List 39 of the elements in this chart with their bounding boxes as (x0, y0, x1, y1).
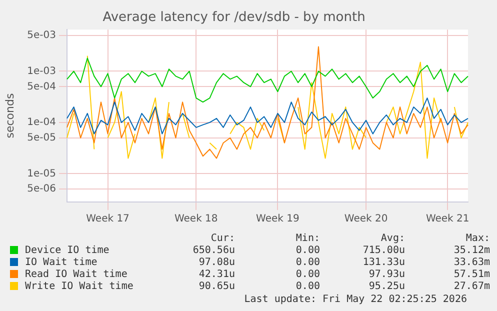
text: 90.65u (198, 281, 235, 293)
x-tick-label: Week 19 (256, 214, 300, 225)
text: Avg: (380, 233, 405, 245)
text: 650.56u (192, 245, 235, 257)
text: 0.00 (294, 281, 320, 293)
y-tick-label: 5e-06 (27, 184, 56, 195)
y-tick-label: 1e-05 (27, 168, 56, 180)
x-tick-label: Week 17 (86, 214, 130, 225)
text: Last update: Fri May 22 02:25:25 2026 (244, 294, 467, 305)
legend-label: Write IO Wait time (24, 281, 134, 293)
text: 97.93u (368, 269, 405, 281)
text: Max: (464, 233, 490, 245)
text: Min: (294, 233, 320, 245)
text: 0.00 (294, 257, 320, 269)
legend-label: IO Wait time (24, 257, 98, 269)
text: 0.00 (294, 245, 320, 257)
text: 715.00u (362, 245, 405, 257)
text: 33.63m (452, 257, 490, 269)
y-tick-label: 5e-04 (27, 81, 56, 92)
x-tick-label: Week 18 (174, 214, 218, 225)
y-tick-label: 1e-03 (27, 66, 56, 77)
text: 42.31u (198, 269, 235, 281)
text: Cur: (210, 233, 235, 245)
y-tick-label: 5e-03 (27, 30, 56, 42)
text: 95.25u (368, 281, 405, 293)
text: 131.33u (362, 257, 405, 269)
text: 0.00 (294, 269, 320, 281)
y-tick-label: 5e-05 (27, 132, 56, 144)
text: 35.12m (452, 245, 490, 257)
legend-label: Device IO time (24, 245, 110, 257)
legend-label: Read IO Wait time (24, 269, 128, 281)
text: 97.08u (198, 257, 235, 269)
chart-title: Average latency for /dev/sdb - by month (102, 10, 366, 26)
y-tick-label: 1e-04 (27, 117, 56, 128)
text: 27.67m (452, 281, 490, 293)
text: 57.51m (452, 269, 490, 281)
x-tick-label: Week 21 (426, 214, 470, 225)
x-tick-label: Week 20 (344, 214, 388, 225)
y-axis-title: seconds (3, 93, 16, 138)
